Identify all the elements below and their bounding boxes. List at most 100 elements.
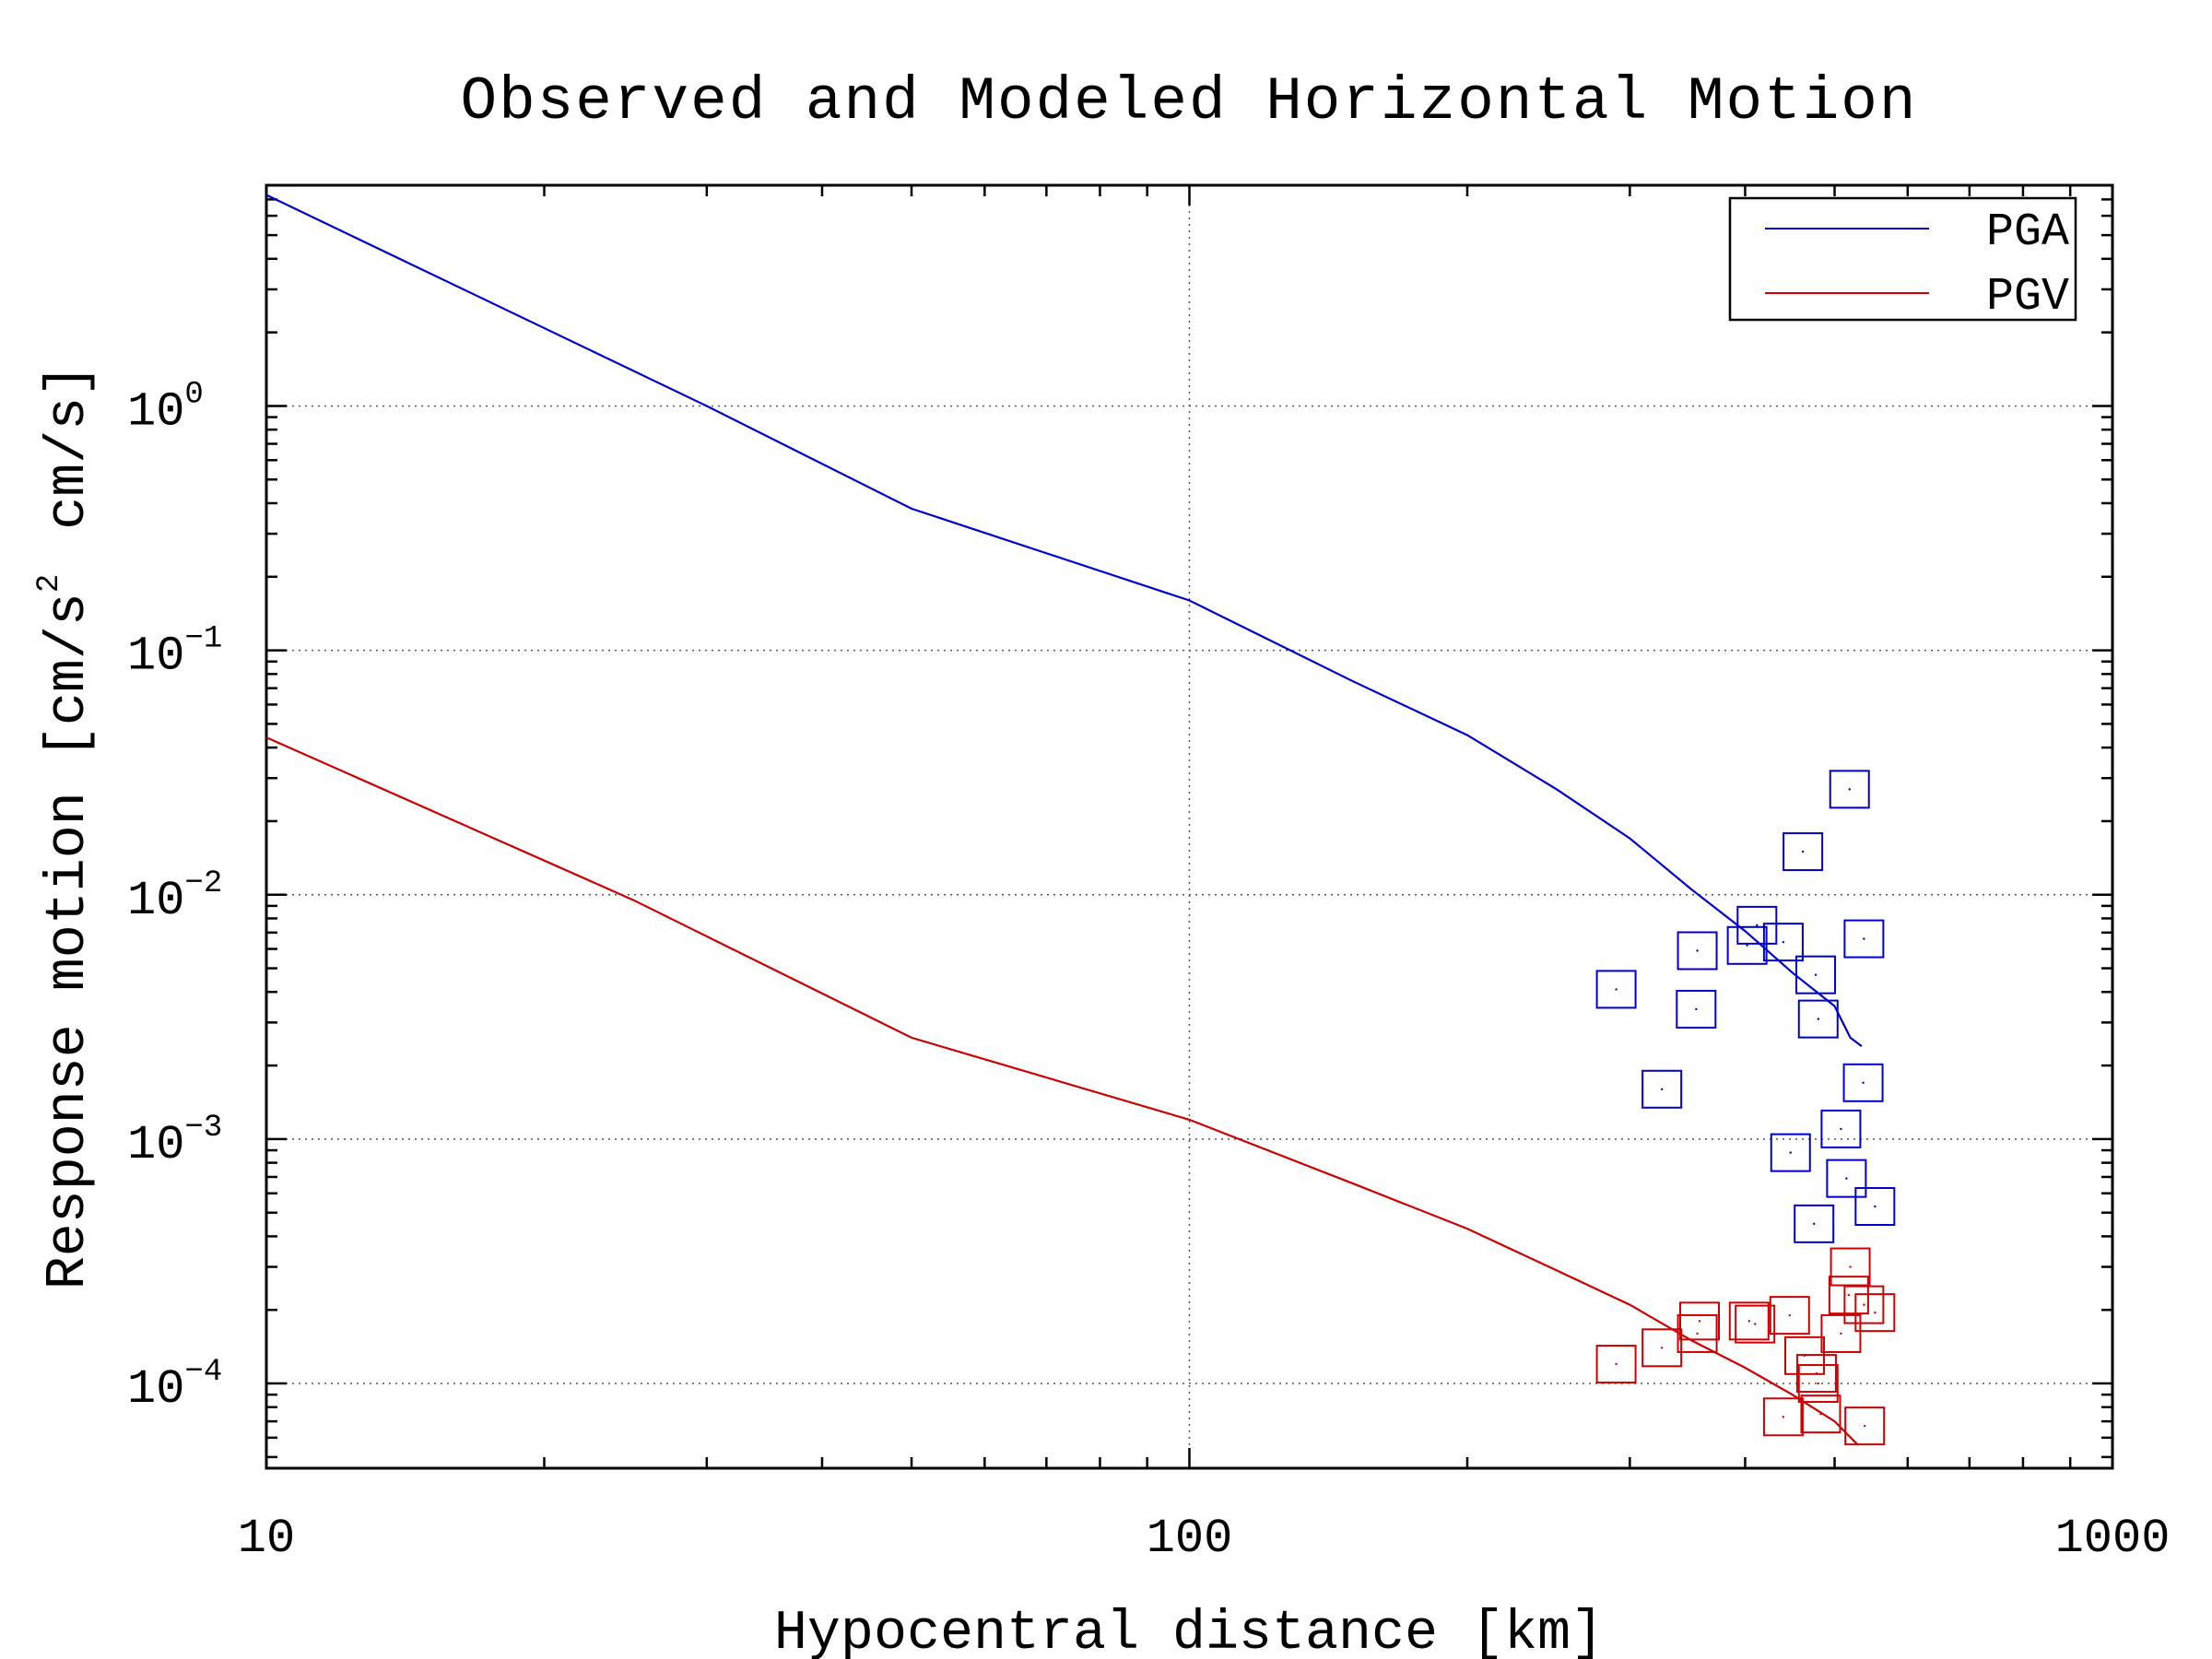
observed-point-center-pga xyxy=(1862,1081,1865,1084)
observed-point-center-pga xyxy=(1801,850,1805,853)
x-axis-label: Hypocentral distance [km] xyxy=(774,1603,1604,1659)
observed-point-center-pga xyxy=(1863,937,1865,940)
y-axis-label-main: Response motion [cm/s xyxy=(38,593,100,1289)
series-line-pgv xyxy=(265,736,1859,1446)
observed-point-pga xyxy=(1736,905,1778,945)
y-tick-base: 10 xyxy=(127,874,184,928)
observed-point-pgv xyxy=(1762,1397,1804,1437)
observed-point-pga xyxy=(1797,999,1839,1039)
observed-point-center-pga xyxy=(1696,949,1699,952)
observed-point-pga xyxy=(1770,1133,1811,1172)
observed-point-pga xyxy=(1794,1204,1835,1243)
y-tick-label: 10−4 xyxy=(127,1355,222,1417)
observed-point-pga xyxy=(1843,919,1885,959)
legend-box xyxy=(1728,196,2077,322)
observed-point-center-pgv xyxy=(1782,1416,1785,1418)
observed-point-center-pga xyxy=(1746,944,1748,947)
observed-point-center-pgv xyxy=(1698,1320,1701,1323)
observed-point-center-pgv xyxy=(1840,1332,1842,1335)
observed-point-center-pgv xyxy=(1849,1265,1852,1268)
y-tick-base: 10 xyxy=(127,1362,184,1417)
observed-points xyxy=(1595,770,1896,1446)
observed-point-pgv xyxy=(1795,1354,1837,1394)
y-axis-label-tail: cm/s] xyxy=(38,364,100,530)
observed-point-pgv xyxy=(1677,1313,1718,1353)
observed-point-center-pgv xyxy=(1696,1332,1699,1335)
grid xyxy=(266,185,2112,1468)
observed-point-center-pgv xyxy=(1863,1303,1865,1306)
observed-point-pga xyxy=(1854,1187,1896,1227)
y-tick-base: 10 xyxy=(127,1118,184,1172)
observed-point-pgv xyxy=(1797,1364,1839,1404)
observed-point-center-pga xyxy=(1813,1222,1816,1226)
observed-point-pgv xyxy=(1678,1301,1720,1341)
observed-point-center-pgv xyxy=(1615,1362,1618,1366)
observed-point-center-pgv xyxy=(1817,1382,1819,1385)
observed-point-center-pga xyxy=(1817,1018,1819,1020)
y-tick-label: 100 xyxy=(127,377,204,439)
series-line-pga xyxy=(265,194,1863,1047)
observed-point-pgv xyxy=(1854,1293,1896,1333)
observed-point-center-pga xyxy=(1756,924,1759,927)
y-axis-label-exponent: 2 xyxy=(32,574,67,593)
observed-point-pgv xyxy=(1595,1345,1637,1384)
observed-point-pga xyxy=(1726,925,1768,965)
observed-point-center-pgv xyxy=(1660,1347,1664,1349)
observed-point-pgv xyxy=(1735,1304,1776,1344)
observed-point-center-pga xyxy=(1660,1088,1664,1090)
y-tick-label: 10−3 xyxy=(127,1111,222,1172)
observed-point-pgv xyxy=(1820,1313,1862,1353)
y-tick-label: 10−2 xyxy=(127,866,222,928)
y-tick-exponent: −4 xyxy=(184,1355,222,1390)
observed-point-center-pga xyxy=(1615,988,1618,991)
x-tick-label: 1000 xyxy=(2055,1512,2171,1566)
observed-point-center-pga xyxy=(1848,788,1851,791)
observed-point-pga xyxy=(1795,955,1837,994)
observed-point-center-pga xyxy=(1840,1127,1842,1131)
observed-point-pga xyxy=(1677,931,1718,971)
x-tick-labels: 10 100 1000 xyxy=(238,1512,2171,1566)
y-tick-base: 10 xyxy=(127,384,184,439)
observed-point-center-pga xyxy=(1874,1205,1877,1208)
y-tick-exponent: 0 xyxy=(184,377,203,412)
y-tick-exponent: −3 xyxy=(184,1111,222,1146)
observed-point-center-pgv xyxy=(1847,1293,1851,1297)
observed-point-center-pgv xyxy=(1747,1320,1750,1323)
observed-point-pga xyxy=(1820,1109,1862,1148)
observed-point-pgv xyxy=(1830,1247,1871,1287)
observed-point-center-pgv xyxy=(1874,1311,1877,1314)
legend: PGA PGV xyxy=(1728,196,2077,324)
observed-point-pga xyxy=(1676,989,1717,1029)
series-lines xyxy=(265,194,1863,1446)
observed-point-pga xyxy=(1783,832,1824,872)
observed-point-pgv xyxy=(1769,1296,1810,1335)
observed-point-pga xyxy=(1829,770,1870,809)
axis-ticks xyxy=(265,183,2112,1468)
y-tick-base: 10 xyxy=(127,629,184,684)
observed-point-pgv xyxy=(1800,1394,1841,1434)
observed-point-center-pgv xyxy=(1815,1371,1818,1375)
observed-point-pga xyxy=(1641,1069,1683,1109)
x-tick-label: 10 xyxy=(238,1512,295,1566)
observed-point-center-pgv xyxy=(1819,1412,1822,1416)
observed-point-pga xyxy=(1842,1063,1884,1102)
observed-point-center-pga xyxy=(1845,1177,1848,1180)
observed-point-center-pgv xyxy=(1788,1313,1791,1317)
observed-point-center-pga xyxy=(1695,1007,1698,1011)
y-axis-label: Response motion [cm/s2 cm/s] xyxy=(32,364,100,1290)
y-tick-exponent: −1 xyxy=(184,622,222,657)
x-tick-label: 100 xyxy=(1147,1512,1233,1566)
observed-point-pgv xyxy=(1844,1406,1886,1446)
observed-point-pgv xyxy=(1843,1285,1885,1324)
observed-point-center-pgv xyxy=(1754,1323,1757,1325)
chart-title: Observed and Modeled Horizontal Motion xyxy=(460,67,1917,136)
observed-point-pgv xyxy=(1641,1328,1683,1368)
legend-label-pgv: PGV xyxy=(1986,271,2069,324)
observed-point-pgv xyxy=(1728,1301,1770,1341)
observed-point-center-pga xyxy=(1782,940,1785,944)
observed-point-center-pga xyxy=(1789,1151,1792,1154)
legend-label-pga: PGA xyxy=(1986,206,2069,259)
observed-point-center-pgv xyxy=(1863,1424,1866,1428)
